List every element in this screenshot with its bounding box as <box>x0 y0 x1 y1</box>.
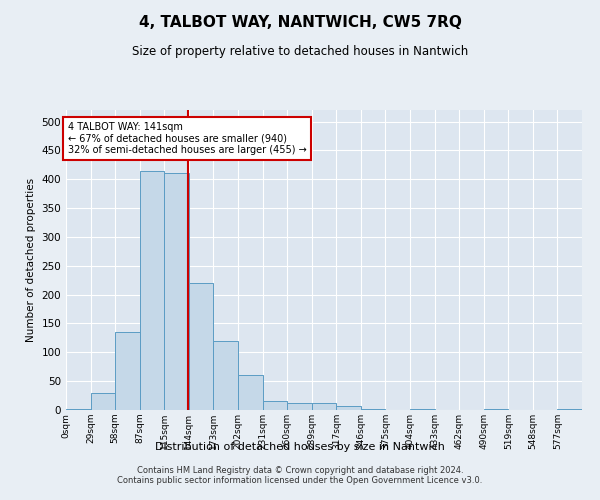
Bar <box>238 376 263 410</box>
Bar <box>140 170 164 410</box>
Bar <box>115 332 140 410</box>
Text: Size of property relative to detached houses in Nantwich: Size of property relative to detached ho… <box>132 45 468 58</box>
Text: 4 TALBOT WAY: 141sqm
← 67% of detached houses are smaller (940)
32% of semi-deta: 4 TALBOT WAY: 141sqm ← 67% of detached h… <box>68 122 307 154</box>
Bar <box>312 402 336 410</box>
Bar <box>336 406 361 410</box>
Y-axis label: Number of detached properties: Number of detached properties <box>26 178 36 342</box>
Bar <box>263 402 287 410</box>
Bar <box>287 402 312 410</box>
Bar <box>214 341 238 410</box>
Text: 4, TALBOT WAY, NANTWICH, CW5 7RQ: 4, TALBOT WAY, NANTWICH, CW5 7RQ <box>139 15 461 30</box>
Bar <box>66 409 91 410</box>
Bar <box>164 174 189 410</box>
Text: Contains HM Land Registry data © Crown copyright and database right 2024.
Contai: Contains HM Land Registry data © Crown c… <box>118 466 482 485</box>
Bar <box>91 392 115 410</box>
Text: Distribution of detached houses by size in Nantwich: Distribution of detached houses by size … <box>155 442 445 452</box>
Bar <box>189 283 214 410</box>
